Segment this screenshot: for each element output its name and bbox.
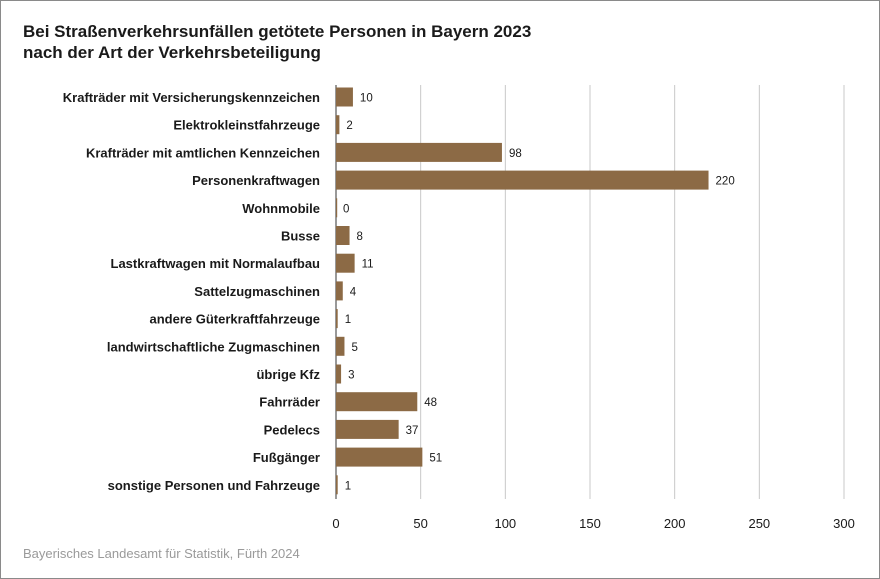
data-label: 11	[362, 259, 374, 271]
data-label: 1	[345, 314, 351, 326]
data-label: 10	[360, 93, 373, 105]
bar	[336, 170, 709, 190]
bar	[336, 87, 353, 107]
chart-title-line-1: Bei Straßenverkehrsunfällen getötete Per…	[23, 22, 532, 41]
bar	[336, 115, 340, 135]
category-label: Busse	[281, 229, 320, 244]
x-tick-label: 100	[494, 516, 516, 531]
source-note: Bayerisches Landesamt für Statistik, Für…	[23, 546, 300, 561]
data-label: 220	[716, 176, 735, 188]
data-label: 0	[343, 203, 349, 215]
category-label: Wohnmobile	[242, 201, 320, 216]
category-label: übrige Kfz	[256, 367, 320, 382]
category-label: landwirtschaftliche Zugmaschinen	[107, 339, 320, 354]
x-tick-label: 50	[413, 516, 427, 531]
category-label: Elektrokleinstfahrzeuge	[173, 118, 320, 133]
bar	[336, 142, 502, 162]
x-tick-label: 150	[579, 516, 601, 531]
data-label: 3	[348, 370, 354, 382]
bar	[336, 253, 355, 273]
bar	[336, 309, 338, 329]
data-label: 8	[357, 231, 363, 243]
bar	[336, 226, 350, 245]
bar	[336, 475, 338, 495]
chart-title: Bei Straßenverkehrsunfällen getötete Per…	[23, 21, 531, 63]
data-label: 51	[429, 453, 442, 465]
category-label: Krafträder mit amtlichen Kennzeichen	[86, 145, 320, 160]
x-tick-label: 300	[833, 516, 855, 531]
chart-title-line-2: nach der Art der Verkehrsbeteiligung	[23, 43, 321, 62]
bar	[336, 447, 423, 467]
bars	[336, 87, 709, 495]
bar	[336, 419, 399, 439]
category-label: Sattelzugmaschinen	[194, 284, 320, 299]
data-label: 2	[346, 120, 352, 132]
category-label: andere Güterkraftfahrzeuge	[150, 312, 321, 327]
category-label: sonstige Personen und Fahrzeuge	[108, 478, 320, 493]
category-label: Fahrräder	[259, 395, 320, 410]
bar	[336, 281, 343, 301]
category-label: Pedelecs	[264, 422, 320, 437]
data-label: 98	[509, 148, 522, 160]
data-labels: 10 2 98 220 0 8 11 4 1 5 3 48 37 51 1	[343, 93, 735, 493]
data-label: 4	[350, 286, 357, 298]
x-tick-label: 250	[748, 516, 770, 531]
bar	[336, 336, 345, 356]
category-labels: Krafträder mit Versicherungskennzeichen E…	[63, 90, 321, 493]
category-label: Krafträder mit Versicherungskennzeichen	[63, 90, 320, 105]
bar	[336, 198, 338, 218]
x-tick-label: 0	[332, 516, 339, 531]
x-axis-ticks: 0 50 100 150 200 250 300	[332, 516, 854, 531]
data-label: 37	[406, 425, 419, 437]
data-label: 1	[345, 480, 351, 492]
category-label: Fußgänger	[253, 450, 320, 465]
data-label: 5	[351, 342, 357, 354]
category-label: Personenkraftwagen	[192, 173, 320, 188]
x-tick-label: 200	[664, 516, 686, 531]
bar	[336, 392, 418, 412]
category-label: Lastkraftwagen mit Normalaufbau	[111, 256, 321, 271]
bar	[336, 364, 342, 384]
data-label: 48	[424, 397, 437, 409]
